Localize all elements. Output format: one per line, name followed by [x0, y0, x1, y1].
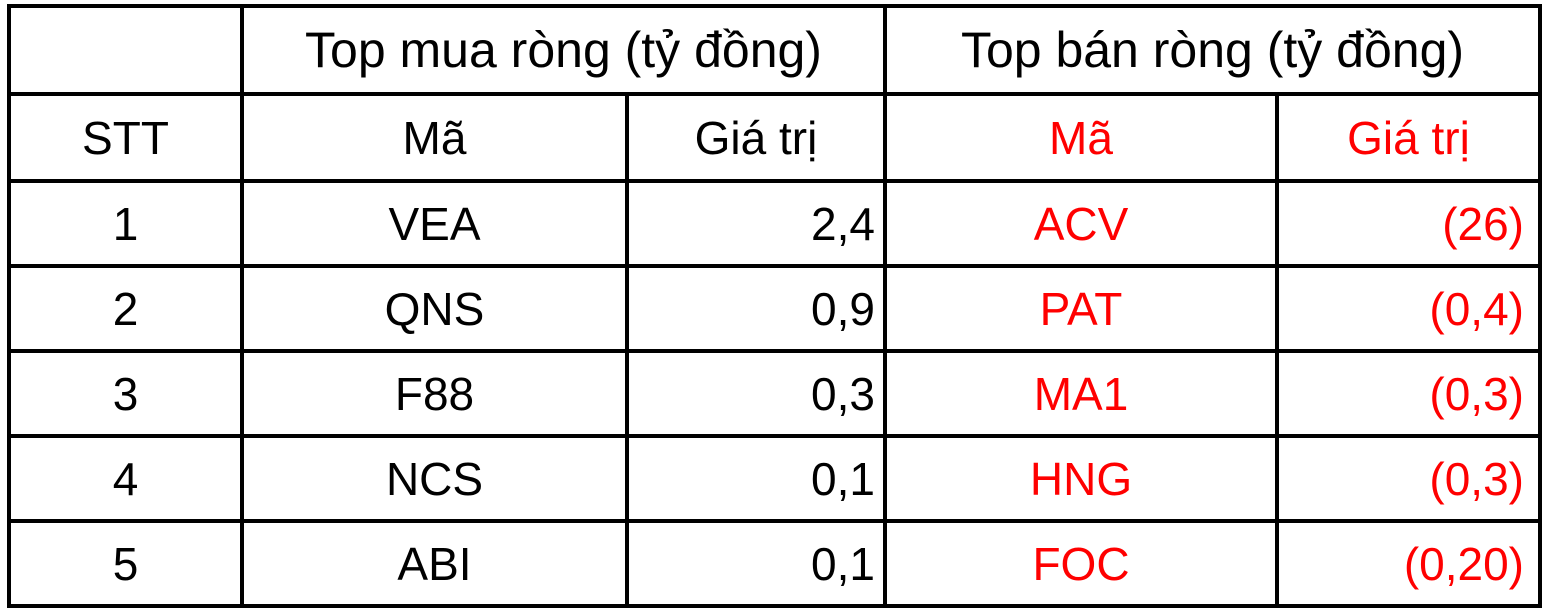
buy-symbol-cell: NCS — [240, 434, 629, 523]
sell-value-column-header: Giá trị — [1275, 92, 1542, 183]
table-row: 2 QNS 0,9 PAT (0,4) — [7, 264, 1542, 353]
sell-value-cell: (0,3) — [1275, 434, 1542, 523]
sell-group-header: Top bán ròng (tỷ đồng) — [883, 4, 1542, 96]
stt-cell: 3 — [7, 349, 244, 438]
buy-value-cell: 0,3 — [625, 349, 887, 438]
sell-symbol-cell: FOC — [883, 519, 1279, 608]
table-row: 4 NCS 0,1 HNG (0,3) — [7, 434, 1542, 523]
sell-symbol-cell: MA1 — [883, 349, 1279, 438]
net-buy-sell-table: Top mua ròng (tỷ đồng) Top bán ròng (tỷ … — [7, 4, 1542, 608]
stt-cell: 4 — [7, 434, 244, 523]
buy-symbol-cell: VEA — [240, 179, 629, 268]
buy-value-cell: 0,1 — [625, 434, 887, 523]
buy-symbol-cell: ABI — [240, 519, 629, 608]
sell-symbol-column-header: Mã — [883, 92, 1279, 183]
buy-value-column-header: Giá trị — [625, 92, 887, 183]
corner-cell — [7, 4, 244, 96]
table-row: 3 F88 0,3 MA1 (0,3) — [7, 349, 1542, 438]
buy-symbol-cell: QNS — [240, 264, 629, 353]
group-header-row: Top mua ròng (tỷ đồng) Top bán ròng (tỷ … — [7, 4, 1542, 96]
buy-group-header: Top mua ròng (tỷ đồng) — [240, 4, 887, 96]
sell-symbol-cell: PAT — [883, 264, 1279, 353]
sell-value-cell: (0,20) — [1275, 519, 1542, 608]
buy-symbol-cell: F88 — [240, 349, 629, 438]
sell-symbol-cell: ACV — [883, 179, 1279, 268]
buy-value-cell: 2,4 — [625, 179, 887, 268]
column-header-row: STT Mã Giá trị Mã Giá trị — [7, 92, 1542, 183]
table-row: 1 VEA 2,4 ACV (26) — [7, 179, 1542, 268]
stt-cell: 2 — [7, 264, 244, 353]
buy-value-cell: 0,1 — [625, 519, 887, 608]
stt-column-header: STT — [7, 92, 244, 183]
stt-cell: 1 — [7, 179, 244, 268]
net-buy-sell-table-container: Top mua ròng (tỷ đồng) Top bán ròng (tỷ … — [7, 4, 1542, 608]
table-row: 5 ABI 0,1 FOC (0,20) — [7, 519, 1542, 608]
sell-value-cell: (26) — [1275, 179, 1542, 268]
stt-cell: 5 — [7, 519, 244, 608]
sell-symbol-cell: HNG — [883, 434, 1279, 523]
buy-value-cell: 0,9 — [625, 264, 887, 353]
sell-value-cell: (0,4) — [1275, 264, 1542, 353]
sell-value-cell: (0,3) — [1275, 349, 1542, 438]
buy-symbol-column-header: Mã — [240, 92, 629, 183]
